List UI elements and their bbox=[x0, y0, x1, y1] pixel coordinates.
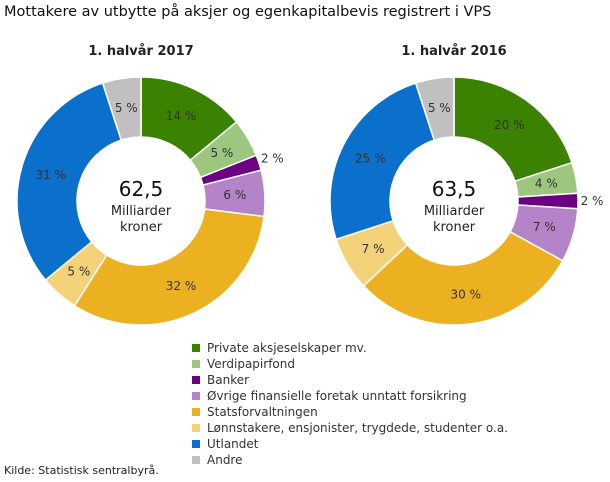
legend-item: Øvrige finansielle foretak unntatt forsi… bbox=[192, 388, 508, 404]
chart-subtitle: 1. halvår 2016 bbox=[401, 44, 506, 59]
center-value: 63,5 bbox=[432, 177, 477, 201]
legend-swatch bbox=[192, 360, 200, 368]
slice-label: 5 % bbox=[210, 146, 233, 160]
donut-slice bbox=[16, 82, 123, 282]
slice-label: 5 % bbox=[67, 265, 90, 279]
legend-label: Verdipapirfond bbox=[207, 357, 295, 371]
donut-slice bbox=[414, 76, 455, 142]
legend-item: Lønnstakere, ensjonister, trygdede, stud… bbox=[192, 420, 508, 436]
chart-subtitle: 1. halvår 2017 bbox=[88, 44, 193, 59]
chart-title: Mottakere av utbytte på aksjer og egenka… bbox=[4, 4, 492, 20]
legend-item: Statsforvaltningen bbox=[192, 404, 508, 420]
source-note: Kilde: Statistisk sentralbyrå. bbox=[4, 464, 159, 477]
legend-item: Verdipapirfond bbox=[192, 356, 508, 372]
center-value: 62,5 bbox=[119, 177, 164, 201]
slice-label: 2 % bbox=[581, 194, 604, 208]
legend-item: Private aksjeselskaper mv. bbox=[192, 340, 508, 356]
legend-item: Banker bbox=[192, 372, 508, 388]
legend-swatch bbox=[192, 344, 200, 352]
center-unit: Milliarder bbox=[111, 204, 172, 219]
legend-item: Utlandet bbox=[192, 436, 508, 452]
slice-label: 7 % bbox=[533, 220, 556, 234]
slice-label: 5 % bbox=[115, 101, 138, 115]
slice-label: 2 % bbox=[261, 151, 284, 165]
legend-label: Utlandet bbox=[207, 437, 259, 451]
legend-label: Lønnstakere, ensjonister, trygdede, stud… bbox=[207, 421, 508, 435]
legend-swatch bbox=[192, 392, 200, 400]
donut-slice bbox=[101, 76, 142, 142]
legend-label: Banker bbox=[207, 373, 250, 387]
donut-slice bbox=[362, 230, 564, 326]
slice-label: 5 % bbox=[428, 101, 451, 115]
slice-label: 4 % bbox=[535, 176, 558, 190]
slice-label: 30 % bbox=[451, 287, 482, 301]
legend-swatch bbox=[192, 440, 200, 448]
legend-swatch bbox=[192, 376, 200, 384]
slice-label: 31 % bbox=[35, 168, 66, 182]
slice-label: 20 % bbox=[494, 118, 525, 132]
legend-swatch bbox=[192, 456, 200, 464]
slice-label: 6 % bbox=[223, 188, 246, 202]
legend-item: Andre bbox=[192, 452, 508, 468]
legend-label: Statsforvaltningen bbox=[207, 405, 318, 419]
legend: Private aksjeselskaper mv. Verdipapirfond… bbox=[192, 340, 508, 468]
legend-swatch bbox=[192, 408, 200, 416]
legend-label: Andre bbox=[207, 453, 243, 467]
slice-label: 32 % bbox=[166, 279, 197, 293]
center-unit: kroner bbox=[120, 220, 163, 235]
slice-label: 7 % bbox=[362, 242, 385, 256]
slice-label: 25 % bbox=[355, 151, 386, 165]
legend-label: Øvrige finansielle foretak unntatt forsi… bbox=[207, 389, 467, 403]
center-unit: Milliarder bbox=[424, 204, 485, 219]
legend-swatch bbox=[192, 424, 200, 432]
slice-label: 14 % bbox=[166, 109, 197, 123]
donut-slice bbox=[329, 82, 436, 241]
donut-slice bbox=[73, 208, 265, 326]
center-unit: kroner bbox=[433, 220, 476, 235]
legend-label: Private aksjeselskaper mv. bbox=[207, 341, 367, 355]
